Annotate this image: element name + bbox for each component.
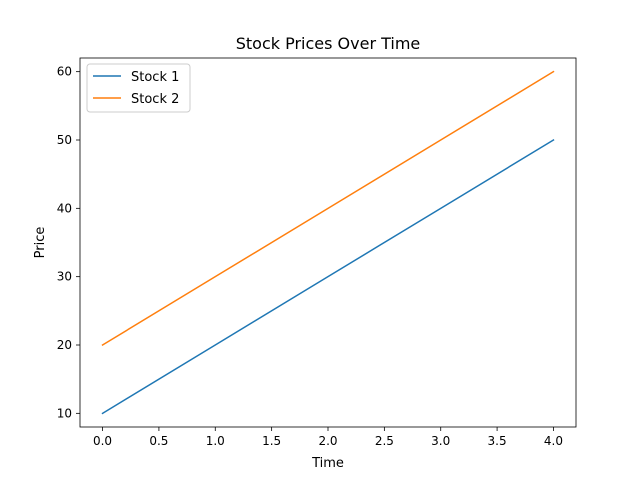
y-axis-label: Price — [33, 227, 48, 259]
legend: Stock 1 Stock 2 — [86, 63, 191, 113]
x-axis-label: Time — [311, 456, 344, 471]
y-tick-label: 30 — [57, 270, 72, 284]
y-tick-label: 40 — [57, 201, 72, 215]
y-tick-label: 20 — [57, 338, 72, 352]
x-tick-label: 1.0 — [206, 434, 225, 448]
x-tick-label: 2.5 — [375, 434, 394, 448]
series-line-1 — [101, 138, 555, 415]
x-axis-ticks: 0.0 0.5 1.0 1.5 2.0 2.5 3.0 3.5 4.0 — [93, 427, 563, 448]
x-tick-label: 3.0 — [431, 434, 450, 448]
x-tick-label: 1.5 — [262, 434, 281, 448]
x-tick-label: 4.0 — [544, 434, 563, 448]
x-tick-label: 3.5 — [488, 434, 507, 448]
series-line-2 — [101, 70, 555, 347]
plot-frame — [79, 57, 577, 428]
x-tick-label: 0.5 — [149, 434, 168, 448]
legend-label-2: Stock 2 — [131, 92, 179, 107]
y-tick-label: 10 — [57, 406, 72, 420]
y-tick-label: 60 — [57, 65, 72, 79]
series-lines — [101, 70, 555, 415]
y-axis-ticks: 10 20 30 40 50 60 — [57, 65, 80, 420]
x-tick-label: 0.0 — [93, 434, 112, 448]
y-tick-label: 50 — [57, 133, 72, 147]
x-tick-label: 2.0 — [318, 434, 337, 448]
legend-label-1: Stock 1 — [131, 70, 179, 85]
chart-title: Stock Prices Over Time — [236, 34, 421, 53]
